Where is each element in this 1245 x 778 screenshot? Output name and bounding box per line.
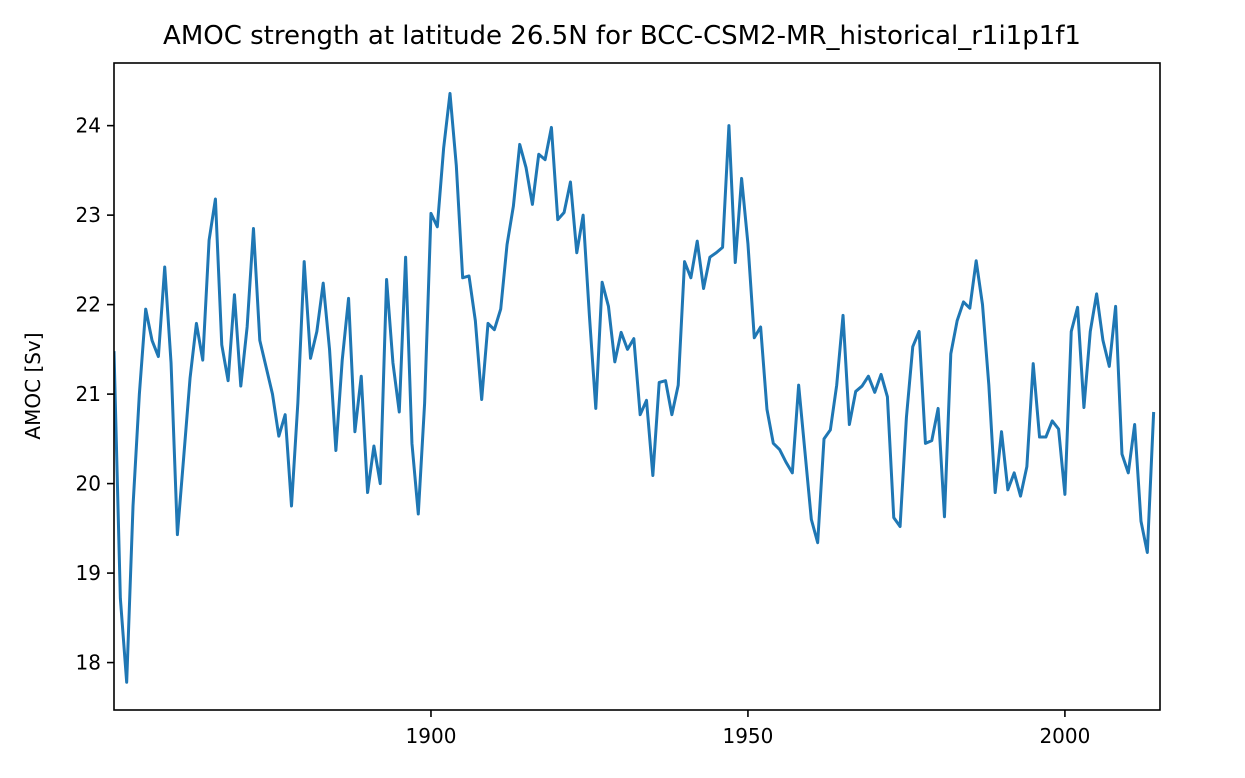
- chart-title: AMOC strength at latitude 26.5N for BCC-…: [163, 21, 1081, 51]
- y-tick-label: 24: [76, 114, 101, 138]
- x-tick-label: 1900: [406, 724, 457, 748]
- y-tick-label: 22: [76, 293, 101, 317]
- axis-ticks: 1900 1950 2000 18 19 20 21 22 23 24: [76, 114, 1091, 748]
- plot-area: [114, 91, 1156, 684]
- y-tick-label: 21: [76, 382, 101, 406]
- x-tick-label: 2000: [1039, 724, 1090, 748]
- y-tick-label: 23: [76, 203, 101, 227]
- y-axis-label: AMOC [Sv]: [21, 332, 45, 439]
- plot-frame: [113, 62, 1161, 711]
- x-tick-label: 1950: [722, 724, 773, 748]
- y-tick-label: 20: [76, 472, 101, 496]
- y-tick-label: 18: [76, 651, 101, 675]
- y-tick-label: 19: [76, 561, 101, 585]
- series-line-0: [114, 91, 1156, 684]
